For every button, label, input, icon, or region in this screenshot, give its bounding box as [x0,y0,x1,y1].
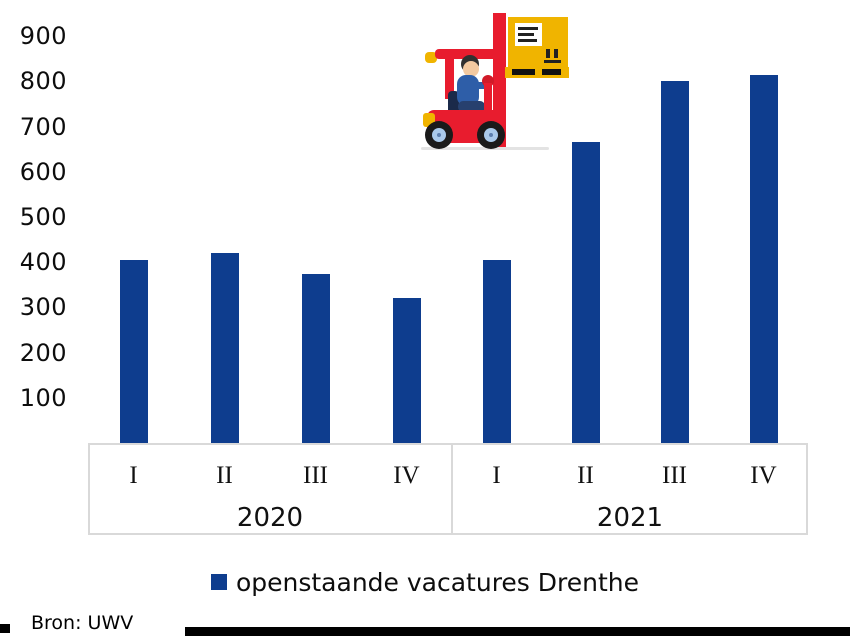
legend-label: openstaande vacatures Drenthe [235,567,640,597]
driver-arm [463,82,488,89]
x-tick-quarter-label: III [303,462,328,489]
y-tick-label: 600 [19,157,67,186]
driver-head [463,61,479,77]
bar-2021-i [482,259,511,443]
bar-2020-i [119,259,148,443]
y-tick-label: 300 [19,293,67,322]
x-group-year-label: 2020 [236,503,304,533]
forklift-shadow [421,147,549,150]
x-tick-quarter-label: I [492,462,501,489]
legend: openstaande vacatures Drenthe [0,566,850,598]
y-tick-label: 700 [19,112,67,141]
x-tick-quarter-label: III [662,462,687,489]
footer-bar-left-stub [0,624,10,633]
beacon-light [425,52,437,63]
cab-pillar [445,49,454,99]
x-tick-quarter-label: II [577,462,594,489]
y-tick-label: 900 [19,22,67,51]
y-tick-label: 100 [19,383,67,412]
y-tick-label: 500 [19,203,67,231]
x-axis-group-divider [451,443,453,535]
y-tick-label: 800 [19,67,67,96]
bar-2020-iii [301,273,330,443]
x-group-year-label: 2021 [596,503,664,533]
bar-2021-iii [660,81,689,443]
forklift-illustration [421,13,569,150]
y-tick-label: 400 [19,248,67,277]
x-axis-box [88,443,808,535]
x-tick-quarter-label: I [129,462,138,489]
legend-swatch-icon [210,574,227,590]
footer-bar [185,627,850,636]
x-tick-quarter-label: II [216,462,233,489]
source-label: Bron: UWV [31,612,134,634]
bar-2020-ii [210,253,239,443]
x-tick-quarter-label: IV [750,462,777,489]
y-tick-label: 200 [19,338,67,367]
x-tick-quarter-label: IV [393,462,420,489]
bar-2021-iv [749,74,778,443]
bar-2020-iv [392,298,421,443]
fork-carriage [505,67,569,78]
bar-2021-ii [571,142,600,443]
